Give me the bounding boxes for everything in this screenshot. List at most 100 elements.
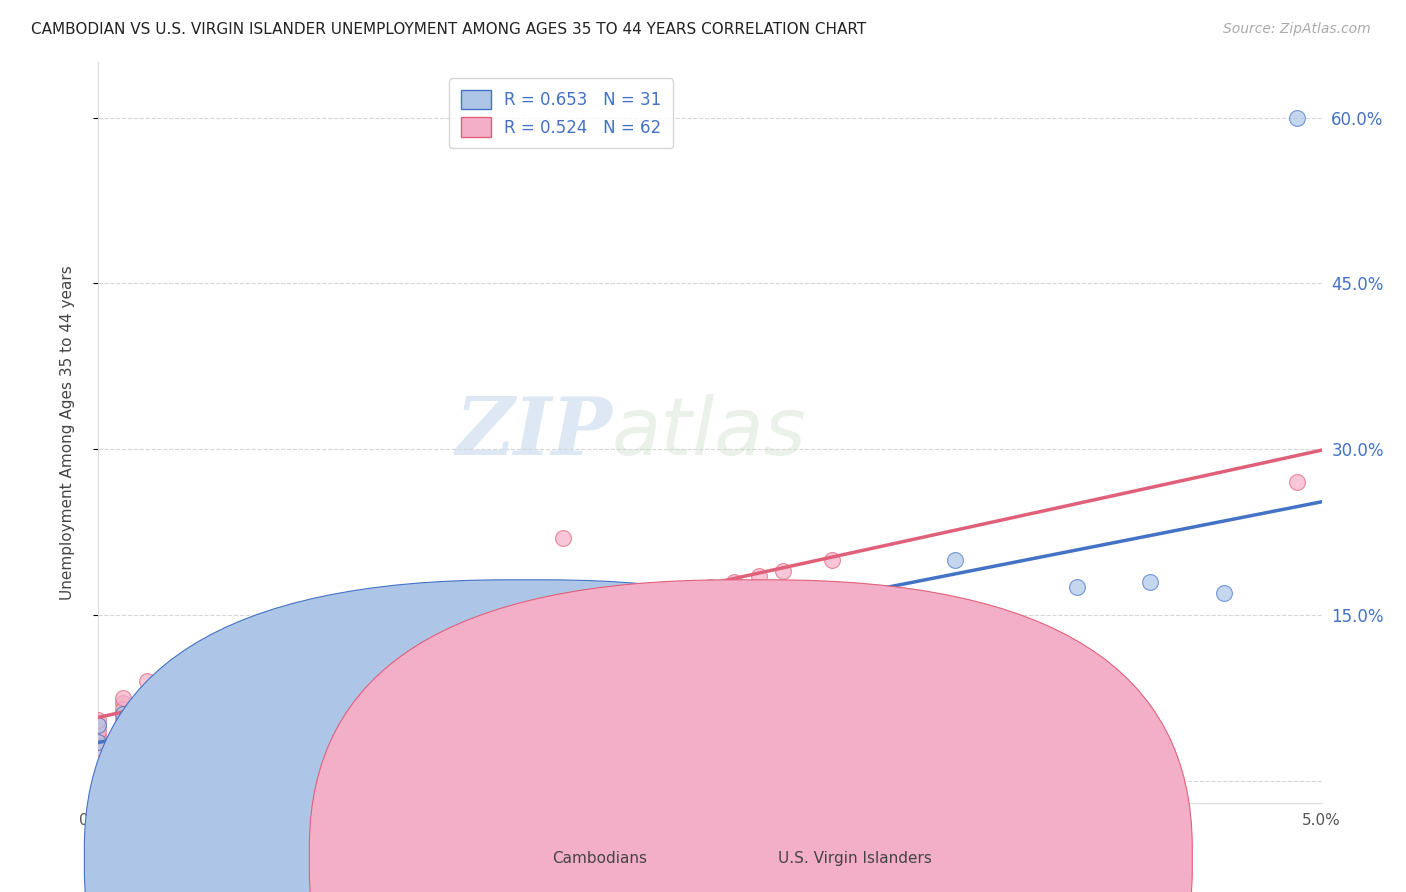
Point [430, 635, 453, 649]
Legend: R = 0.653   N = 31, R = 0.524   N = 62: R = 0.653 N = 31, R = 0.524 N = 62 [450, 78, 673, 148]
Text: ZIP: ZIP [456, 394, 612, 471]
Point [209, 685, 232, 699]
Point [111, 718, 134, 732]
Point [209, 663, 232, 677]
Point [87, 735, 110, 749]
Point [87, 740, 110, 755]
Point [136, 718, 159, 732]
Text: CAMBODIAN VS U.S. VIRGIN ISLANDER UNEMPLOYMENT AMONG AGES 35 TO 44 YEARS CORRELA: CAMBODIAN VS U.S. VIRGIN ISLANDER UNEMPL… [31, 22, 866, 37]
Point [626, 690, 648, 705]
Point [111, 707, 134, 722]
Point [111, 697, 134, 711]
Point [233, 680, 256, 694]
Point [87, 723, 110, 738]
Point [1286, 475, 1309, 490]
Point [600, 602, 623, 616]
Point [308, 663, 330, 677]
Text: U.S. Virgin Islanders: U.S. Virgin Islanders [778, 852, 931, 866]
Point [699, 680, 721, 694]
Point [821, 552, 844, 566]
Point [527, 614, 550, 628]
Point [111, 713, 134, 727]
Point [381, 702, 404, 716]
Point [283, 669, 305, 683]
Point [160, 713, 183, 727]
Point [870, 647, 893, 661]
Point [111, 730, 134, 744]
Point [186, 690, 208, 705]
Point [111, 730, 134, 744]
Point [209, 702, 232, 716]
Point [136, 718, 159, 732]
Point [186, 697, 208, 711]
Point [136, 685, 159, 699]
Point [160, 690, 183, 705]
Point [160, 702, 183, 716]
Point [233, 641, 256, 656]
Point [259, 663, 281, 677]
Point [308, 647, 330, 661]
Point [87, 735, 110, 749]
Point [943, 552, 966, 566]
Point [527, 702, 550, 716]
Point [356, 652, 378, 666]
Point [478, 624, 501, 639]
Point [209, 674, 232, 689]
Point [356, 647, 378, 661]
Point [1066, 580, 1088, 594]
Point [405, 641, 427, 656]
Point [1212, 586, 1234, 600]
Point [650, 591, 672, 606]
Point [111, 690, 134, 705]
Point [1017, 647, 1039, 661]
Point [136, 713, 159, 727]
Point [233, 669, 256, 683]
Point [405, 690, 427, 705]
Point [1139, 574, 1161, 589]
Point [332, 697, 354, 711]
Point [723, 574, 745, 589]
Point [332, 641, 354, 656]
Point [87, 718, 110, 732]
Point [430, 702, 453, 716]
Point [675, 586, 697, 600]
Point [87, 713, 110, 727]
Point [136, 697, 159, 711]
Point [626, 597, 648, 611]
Point [87, 718, 110, 732]
Point [160, 685, 183, 699]
Point [576, 690, 599, 705]
Point [259, 641, 281, 656]
Text: Cambodians: Cambodians [553, 852, 648, 866]
Point [111, 723, 134, 738]
Point [699, 580, 721, 594]
Point [308, 647, 330, 661]
Text: Source: ZipAtlas.com: Source: ZipAtlas.com [1223, 22, 1371, 37]
Point [111, 707, 134, 722]
Point [87, 730, 110, 744]
Point [503, 619, 526, 633]
Point [136, 702, 159, 716]
Point [136, 674, 159, 689]
Point [283, 657, 305, 672]
Point [160, 707, 183, 722]
Text: atlas: atlas [612, 393, 807, 472]
Point [160, 674, 183, 689]
Point [186, 702, 208, 716]
Point [748, 569, 770, 583]
Point [478, 647, 501, 661]
Point [772, 669, 794, 683]
Point [259, 674, 281, 689]
Point [186, 680, 208, 694]
Point [576, 607, 599, 622]
Point [111, 702, 134, 716]
Point [553, 531, 575, 545]
Point [821, 641, 844, 656]
Point [454, 630, 477, 644]
Y-axis label: Unemployment Among Ages 35 to 44 years: Unemployment Among Ages 35 to 44 years [60, 265, 75, 600]
Point [772, 564, 794, 578]
Point [381, 647, 404, 661]
Point [186, 669, 208, 683]
Point [1286, 111, 1309, 125]
Point [283, 652, 305, 666]
